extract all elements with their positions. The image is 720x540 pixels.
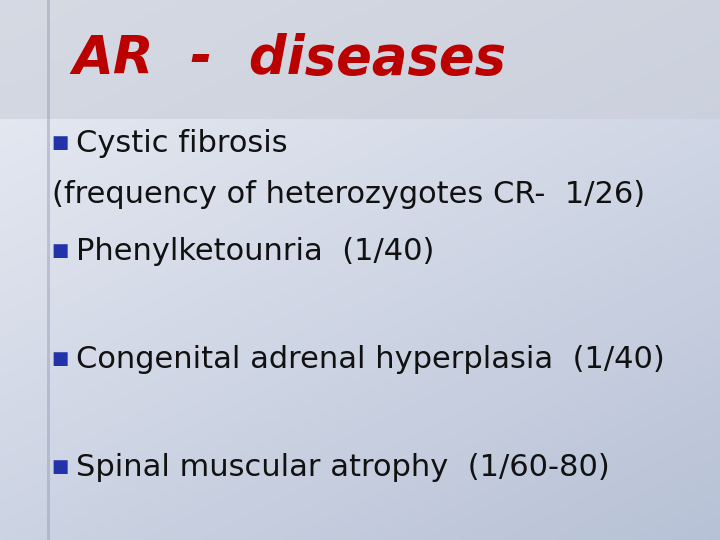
Text: AR  -  diseases: AR - diseases — [72, 33, 506, 85]
Text: (frequency of heterozygotes CR-  1/26): (frequency of heterozygotes CR- 1/26) — [52, 180, 645, 209]
Text: Phenylketounria  (1/40): Phenylketounria (1/40) — [76, 237, 434, 266]
FancyBboxPatch shape — [0, 0, 720, 119]
Text: ■: ■ — [52, 134, 69, 152]
Text: Cystic fibrosis: Cystic fibrosis — [76, 129, 287, 158]
FancyBboxPatch shape — [47, 0, 50, 540]
Text: ■: ■ — [52, 458, 69, 476]
Text: Spinal muscular atrophy  (1/60-80): Spinal muscular atrophy (1/60-80) — [76, 453, 609, 482]
Text: ■: ■ — [52, 350, 69, 368]
Text: Congenital adrenal hyperplasia  (1/40): Congenital adrenal hyperplasia (1/40) — [76, 345, 665, 374]
Text: ■: ■ — [52, 242, 69, 260]
